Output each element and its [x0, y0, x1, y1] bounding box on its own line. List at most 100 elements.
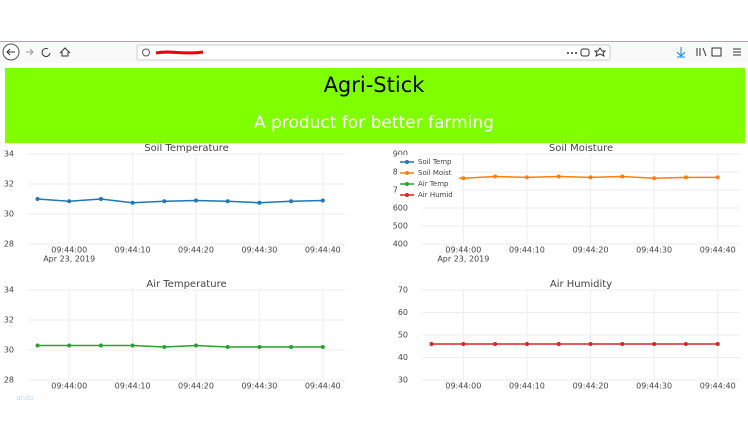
url-bar[interactable]	[136, 44, 611, 61]
y-tick-label: 28	[4, 376, 14, 385]
x-tick-label: 09:44:00	[51, 382, 87, 391]
legend-dot	[405, 171, 409, 175]
data-point	[683, 175, 688, 180]
header-subtitle: A product for better farming	[254, 113, 494, 133]
download-icon[interactable]	[676, 47, 686, 58]
x-tick-label: 09:44:10	[115, 382, 151, 391]
data-point	[461, 176, 466, 181]
menu-icon[interactable]	[733, 48, 741, 56]
data-point	[652, 342, 657, 346]
data-point	[320, 345, 325, 349]
data-point	[652, 176, 657, 181]
data-point	[620, 342, 625, 346]
legend-dot	[405, 160, 409, 164]
x-tick-label: 09:44:40	[305, 382, 341, 391]
x-tick-label: 09:44:00	[445, 382, 481, 391]
legend-dot	[405, 182, 409, 186]
y-tick-label: 60	[398, 308, 408, 317]
y-tick-label: 34	[4, 286, 14, 295]
reload-button[interactable]	[41, 48, 51, 57]
data-line	[431, 175, 718, 180]
chart-title: Soil Moisture	[549, 143, 613, 154]
data-point	[493, 174, 498, 179]
x-tick-label: 09:44:10	[509, 246, 545, 255]
data-point	[225, 199, 230, 204]
y-tick-label: 900	[393, 150, 408, 159]
menu-dot	[575, 52, 577, 54]
x-tick-label: 09:44:20	[573, 246, 609, 255]
data-point	[98, 197, 103, 201]
overlay-text: ando	[16, 394, 33, 402]
sidebar-icon[interactable]	[711, 47, 722, 57]
library-icon[interactable]	[696, 47, 707, 57]
data-point	[289, 345, 294, 349]
info-icon[interactable]	[142, 48, 150, 57]
x-tick-label: 09:44:30	[241, 382, 277, 391]
x-tick-label: 09:44:20	[573, 382, 609, 391]
forward-button[interactable]	[26, 48, 34, 56]
data-point	[289, 199, 294, 204]
back-icon	[6, 48, 15, 56]
y-tick-label: 32	[4, 180, 14, 189]
legend-dot	[405, 193, 409, 197]
x-tick-label: 09:44:40	[700, 246, 736, 255]
home-button[interactable]	[59, 47, 71, 57]
legend-label: Air Temp	[418, 180, 449, 188]
y-tick-label: 600	[393, 204, 408, 213]
data-point	[556, 174, 561, 179]
pocket-icon[interactable]	[580, 48, 590, 57]
y-tick-label: 40	[398, 353, 408, 362]
data-point	[620, 174, 625, 179]
data-point	[461, 342, 466, 346]
data-point	[162, 345, 167, 349]
data-line	[37, 344, 323, 348]
data-point	[130, 200, 135, 205]
y-tick-label: 30	[398, 376, 408, 385]
y-tick-label: 28	[4, 240, 14, 249]
chart-title: Air Temperature	[146, 279, 226, 290]
data-point	[130, 343, 135, 348]
chart-title: Air Humidity	[550, 279, 612, 290]
data-point	[524, 342, 529, 346]
data-point	[67, 343, 72, 348]
data-point	[225, 345, 230, 349]
y-tick-label: 50	[398, 331, 408, 340]
data-point	[493, 342, 498, 346]
data-point	[194, 198, 199, 203]
y-tick-label: 70	[398, 286, 408, 295]
x-tick-label: 09:44:40	[305, 246, 341, 255]
x-tick-label: 09:44:30	[241, 246, 277, 255]
y-tick-label: 30	[4, 210, 14, 219]
data-point	[257, 345, 262, 349]
y-tick-label: 34	[4, 150, 14, 159]
data-point	[98, 343, 103, 348]
data-point	[257, 200, 262, 205]
chart-title: Soil Temperature	[144, 143, 229, 154]
x-tick-label: 09:44:30	[636, 382, 672, 391]
x-tick-label: 09:44:40	[700, 382, 736, 391]
x-date-label: Apr 23, 2019	[437, 255, 489, 264]
data-point	[429, 342, 434, 346]
legend-label: Air Humid	[418, 191, 453, 199]
x-tick-label: 09:44:20	[178, 246, 214, 255]
data-point	[67, 199, 72, 204]
redaction	[155, 50, 204, 55]
header-banner	[5, 68, 745, 143]
y-tick-label: 500	[393, 222, 408, 231]
x-tick-label: 09:44:30	[636, 246, 672, 255]
data-point	[588, 175, 593, 180]
data-point	[556, 342, 561, 346]
data-point	[588, 342, 593, 346]
x-tick-label: 09:44:10	[115, 246, 151, 255]
x-tick-label: 09:44:20	[178, 382, 214, 391]
data-point	[683, 342, 688, 346]
legend-label: Soil Temp	[418, 158, 452, 166]
data-point	[35, 343, 40, 348]
y-tick-label: 32	[4, 316, 14, 325]
bookmark-star[interactable]	[593, 47, 607, 57]
x-tick-label: 09:44:00	[51, 246, 87, 255]
browser-toolbar	[0, 41, 748, 63]
menu-dot[interactable]	[567, 52, 569, 54]
data-point	[320, 198, 325, 203]
